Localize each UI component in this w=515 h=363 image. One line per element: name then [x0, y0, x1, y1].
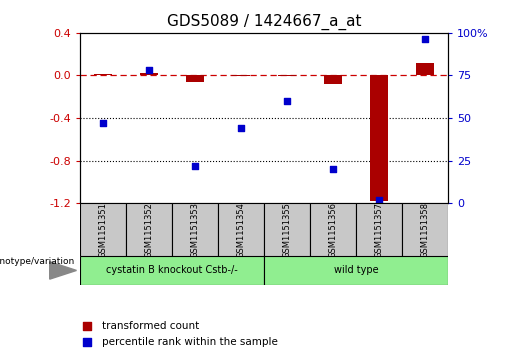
Bar — [324, 75, 342, 84]
Bar — [80, 256, 264, 285]
Bar — [232, 75, 250, 76]
Text: transformed count: transformed count — [102, 321, 199, 331]
Title: GDS5089 / 1424667_a_at: GDS5089 / 1424667_a_at — [167, 14, 361, 30]
Bar — [310, 203, 356, 256]
Bar — [186, 75, 204, 82]
Point — [283, 98, 291, 104]
Text: GSM1151358: GSM1151358 — [421, 201, 430, 258]
Point — [83, 339, 91, 345]
Text: GSM1151355: GSM1151355 — [282, 202, 291, 257]
Bar — [172, 203, 218, 256]
Text: GSM1151356: GSM1151356 — [329, 201, 337, 258]
Text: wild type: wild type — [334, 265, 379, 276]
Point — [99, 120, 107, 126]
Text: GSM1151352: GSM1151352 — [144, 202, 153, 257]
Point — [421, 37, 429, 42]
Text: GSM1151353: GSM1151353 — [191, 201, 199, 258]
Bar — [356, 203, 402, 256]
Bar — [370, 75, 388, 201]
Point — [83, 323, 91, 329]
Text: GSM1151351: GSM1151351 — [98, 202, 107, 257]
Text: GSM1151357: GSM1151357 — [374, 201, 384, 258]
Text: genotype/variation: genotype/variation — [0, 257, 75, 266]
Point — [145, 67, 153, 73]
Bar — [218, 203, 264, 256]
Bar — [278, 75, 296, 76]
Point — [191, 163, 199, 169]
Bar — [94, 74, 112, 75]
Text: GSM1151354: GSM1151354 — [236, 202, 246, 257]
Bar — [80, 203, 126, 256]
Bar — [402, 203, 448, 256]
Bar — [264, 256, 448, 285]
Point — [237, 125, 245, 131]
Bar — [264, 203, 310, 256]
Point — [329, 166, 337, 172]
Bar — [416, 62, 434, 75]
Point — [375, 197, 383, 203]
Polygon shape — [49, 262, 76, 279]
Bar — [126, 203, 172, 256]
Bar — [140, 73, 158, 75]
Text: cystatin B knockout Cstb-/-: cystatin B knockout Cstb-/- — [106, 265, 238, 276]
Text: percentile rank within the sample: percentile rank within the sample — [102, 337, 278, 347]
